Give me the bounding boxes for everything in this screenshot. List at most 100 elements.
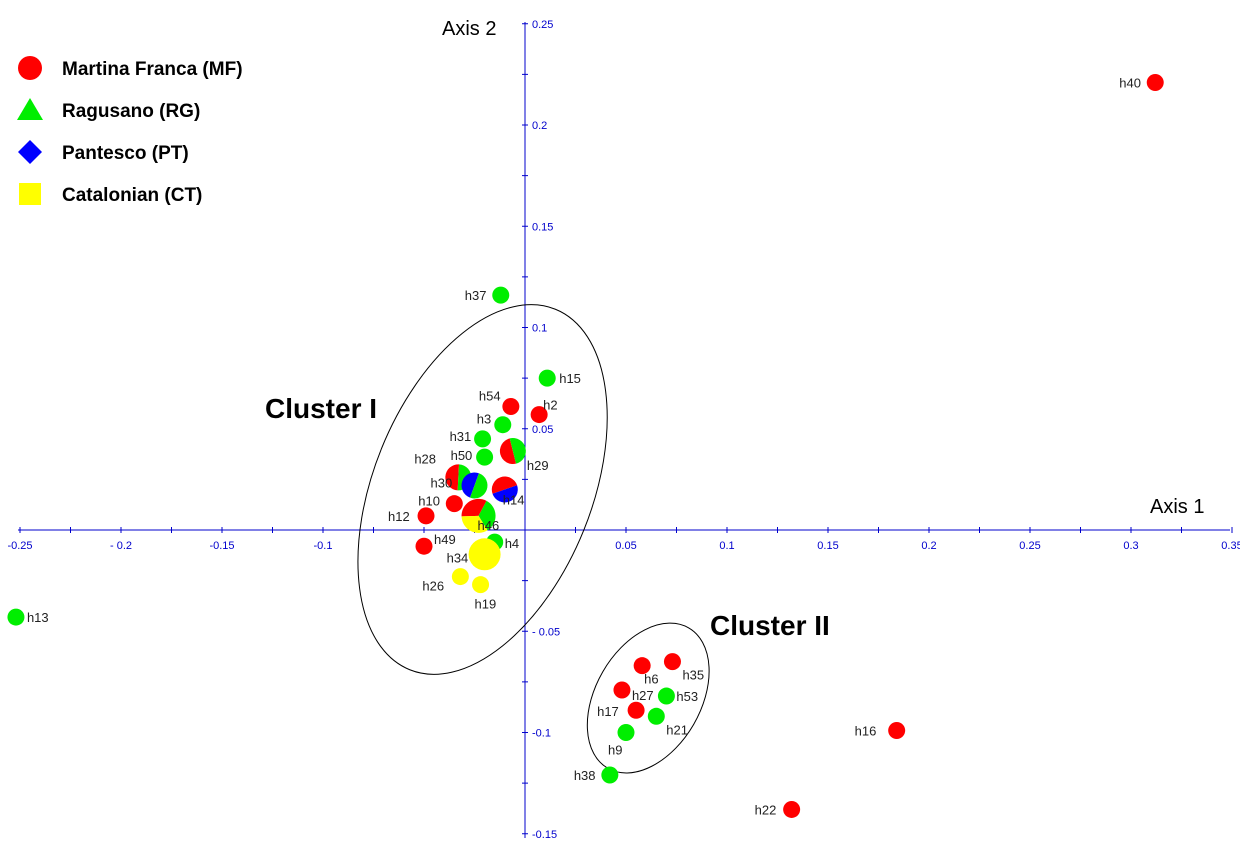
data-point-h46: h46 bbox=[461, 498, 499, 533]
point-marker-slice bbox=[478, 500, 496, 531]
point-label: h37 bbox=[465, 288, 487, 303]
data-point-h37: h37 bbox=[465, 286, 510, 304]
data-point-h50: h50 bbox=[451, 448, 494, 466]
y-tick-label: 0.2 bbox=[532, 120, 547, 132]
point-label: h26 bbox=[422, 579, 444, 594]
point-label: h10 bbox=[418, 494, 440, 509]
point-marker bbox=[538, 369, 556, 387]
legend-label: Martina Franca (MF) bbox=[62, 59, 243, 80]
point-marker bbox=[601, 766, 619, 784]
point-label: h12 bbox=[388, 509, 410, 524]
point-label: h4 bbox=[505, 536, 519, 551]
data-point-h28: h28 bbox=[414, 451, 472, 491]
point-marker bbox=[657, 687, 675, 705]
point-label: h35 bbox=[682, 668, 704, 683]
cluster-label: Cluster II bbox=[710, 610, 830, 641]
y-tick-label: 0.1 bbox=[532, 323, 547, 335]
point-marker-slice bbox=[445, 464, 460, 491]
point-label: h30 bbox=[431, 475, 453, 490]
data-point-h14: h14 bbox=[491, 476, 525, 508]
data-point-h38: h38 bbox=[574, 766, 619, 784]
y-ticks: 0.25 0.2 0.15 0.1 0.05 - 0.05 -0.1 -0.15 bbox=[522, 19, 560, 841]
point-label: h15 bbox=[559, 371, 581, 386]
x-tick-label: 0.35 bbox=[1221, 540, 1240, 552]
point-marker bbox=[494, 416, 512, 434]
point-marker bbox=[1146, 73, 1164, 91]
data-point-h16: h16 bbox=[855, 721, 906, 739]
x-tick-label: 0.2 bbox=[921, 540, 936, 552]
point-marker bbox=[417, 507, 435, 525]
data-points: h40 h37 h15 h54 h2 h3 h31 h50 h29 h28 h30 h10 h12 h14… bbox=[7, 73, 1164, 818]
point-label: h6 bbox=[644, 672, 658, 687]
data-point-h19: h19 bbox=[472, 576, 496, 612]
data-point-h35: h35 bbox=[663, 653, 704, 683]
point-marker-slice bbox=[509, 438, 526, 464]
point-marker bbox=[415, 537, 433, 555]
data-point-h26: h26 bbox=[422, 568, 469, 594]
data-point-h2: h2 bbox=[530, 398, 558, 424]
x-axis-title: Axis 1 bbox=[1150, 496, 1204, 518]
y-tick-label: -0.15 bbox=[532, 829, 557, 841]
y-tick-label: - 0.05 bbox=[532, 626, 560, 638]
point-label: h22 bbox=[755, 802, 777, 817]
data-point-h31: h31 bbox=[450, 429, 492, 448]
point-marker bbox=[617, 724, 635, 741]
point-label: h40 bbox=[1119, 75, 1141, 90]
x-ticks: -0.25 - 0.2 -0.15 -0.1 0.05 0.1 0.15 0.2 0.25 0.3… bbox=[7, 527, 1240, 552]
point-marker bbox=[888, 721, 906, 739]
data-point-h34: h34 bbox=[447, 538, 501, 571]
point-label: h9 bbox=[608, 743, 622, 758]
point-marker-slice bbox=[461, 472, 479, 498]
point-marker bbox=[474, 430, 492, 448]
point-label: h14 bbox=[503, 493, 525, 508]
legend-item-1: Martina Franca (MF) bbox=[18, 56, 243, 80]
point-label: h49 bbox=[434, 532, 456, 547]
point-marker bbox=[663, 653, 681, 671]
point-label: h19 bbox=[475, 597, 497, 612]
data-point-h17: h17 bbox=[597, 701, 645, 719]
point-label: h21 bbox=[666, 722, 688, 737]
point-label: h16 bbox=[855, 723, 877, 738]
point-label: h50 bbox=[451, 448, 473, 463]
point-marker bbox=[492, 286, 510, 304]
legend-item-3: Pantesco (PT) bbox=[18, 140, 189, 164]
data-point-h49: h49 bbox=[415, 532, 456, 555]
data-point-h10: h10 bbox=[418, 494, 463, 513]
point-marker bbox=[476, 448, 494, 466]
legend-label: Pantesco (PT) bbox=[62, 143, 189, 164]
data-point-h21: h21 bbox=[647, 707, 688, 737]
point-marker-slice bbox=[461, 498, 487, 517]
point-marker-slice bbox=[492, 485, 518, 503]
point-marker-slice bbox=[491, 476, 518, 494]
data-point-h9: h9 bbox=[608, 724, 635, 758]
point-label: h34 bbox=[447, 550, 469, 565]
x-tick-label: -0.25 bbox=[7, 540, 32, 552]
point-marker bbox=[445, 495, 463, 513]
legend-item-4: Catalonian (CT) bbox=[19, 183, 202, 206]
legend-marker-diamond bbox=[18, 140, 42, 164]
y-tick-label: 0.25 bbox=[532, 19, 553, 31]
point-marker bbox=[7, 608, 25, 626]
point-label: h17 bbox=[597, 704, 619, 719]
legend-item-2: Ragusano (RG) bbox=[17, 98, 200, 122]
data-point-h53: h53 bbox=[657, 687, 698, 705]
data-point-h3: h3 bbox=[477, 412, 512, 434]
point-label: h3 bbox=[477, 412, 491, 427]
data-point-h22: h22 bbox=[755, 800, 801, 818]
point-marker bbox=[783, 800, 801, 818]
x-tick-label: 0.15 bbox=[817, 540, 838, 552]
point-label: h2 bbox=[543, 398, 557, 413]
legend-label: Ragusano (RG) bbox=[62, 101, 200, 122]
y-tick-label: 0.05 bbox=[532, 424, 553, 436]
cluster-label: Cluster I bbox=[265, 393, 377, 424]
data-point-h12: h12 bbox=[388, 507, 435, 525]
point-marker bbox=[451, 568, 469, 586]
cluster-outlines: Cluster I Cluster II bbox=[265, 304, 830, 774]
data-point-h29: h29 bbox=[499, 438, 549, 473]
legend-marker-triangle bbox=[17, 98, 43, 120]
data-point-h6: h6 bbox=[633, 657, 659, 687]
data-point-h15: h15 bbox=[538, 369, 581, 387]
cluster-ellipse bbox=[357, 304, 608, 675]
legend-label: Catalonian (CT) bbox=[62, 185, 202, 206]
data-point-h27: h27 bbox=[613, 681, 654, 703]
